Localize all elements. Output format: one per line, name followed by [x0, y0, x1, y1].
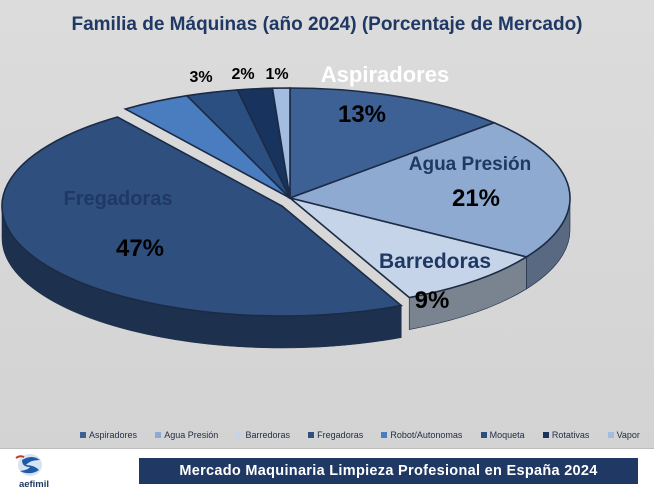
legend-swatch	[542, 432, 549, 438]
legend-item-barredoras: Barredoras	[236, 430, 290, 440]
legend-label: Aspiradores	[89, 430, 138, 440]
category-label-aspiradores: Aspiradores	[321, 62, 449, 87]
data-label-aspiradores: 13%	[338, 101, 386, 128]
pie-labels: Aspiradores 13% Agua Presión 21% Barredoras 9…	[64, 62, 532, 314]
pie-slice-fregadoras	[1, 116, 404, 317]
category-label-fregadoras: Fregadoras	[64, 188, 173, 210]
legend-item-agua-presi-n: Agua Presión	[155, 430, 218, 440]
aefimil-logo: aefimil	[6, 452, 62, 490]
data-label-rotativas: 2%	[231, 66, 254, 83]
legend: Aspiradores Agua Presión Barredoras Fregado…	[80, 428, 640, 442]
category-label-agua-presi-n: Agua Presión	[409, 154, 531, 175]
data-label-barredoras: 9%	[415, 287, 450, 314]
legend-label: Vapor	[616, 430, 640, 440]
data-label-vapor: 1%	[265, 66, 288, 83]
legend-item-fregadoras: Fregadoras	[308, 430, 363, 440]
plot-area: Familia de Máquinas (año 2024) (Porcenta…	[0, 0, 654, 449]
legend-item-aspiradores: Aspiradores	[80, 430, 137, 440]
pie-slice-aspiradores	[289, 87, 497, 200]
logo-text: aefimil	[18, 479, 50, 490]
pie-slice-agua-presi-n	[287, 121, 571, 258]
legend-label: Moqueta	[489, 430, 525, 440]
legend-swatch	[480, 432, 487, 438]
pie-slice-vapor	[271, 87, 291, 199]
legend-item-robot-autonomas: Robot/Autonomas	[381, 430, 462, 440]
legend-swatch	[80, 432, 86, 438]
legend-label: Agua Presión	[164, 430, 219, 440]
legend-swatch	[381, 432, 388, 438]
logo-emblem-icon	[15, 454, 42, 476]
data-label-moqueta: 3%	[189, 69, 212, 86]
legend-swatch	[155, 432, 162, 438]
pie-slice-barredoras	[289, 197, 529, 299]
legend-label: Fregadoras	[317, 430, 364, 440]
legend-label: Robot/Autonomas	[390, 430, 463, 440]
footer-banner: Mercado Maquinaria Limpieza Profesional …	[139, 458, 638, 484]
legend-item-rotativas: Rotativas	[542, 430, 590, 440]
legend-swatch	[607, 432, 614, 438]
data-label-agua-presi-n: 21%	[452, 185, 500, 212]
legend-swatch	[236, 432, 243, 438]
legend-item-moqueta: Moqueta	[480, 430, 525, 440]
pie-slices	[1, 87, 571, 317]
category-label-barredoras: Barredoras	[379, 250, 491, 273]
legend-label: Barredoras	[245, 430, 290, 440]
legend-swatch	[308, 432, 315, 438]
chart-title: Familia de Máquinas (año 2024) (Porcenta…	[71, 14, 583, 35]
pie-chart: Aspiradores 13% Agua Presión 21% Barredoras 9…	[1, 62, 571, 349]
legend-item-vapor: Vapor	[607, 430, 640, 440]
data-label-fregadoras: 47%	[116, 235, 164, 262]
legend-label: Rotativas	[551, 430, 590, 440]
